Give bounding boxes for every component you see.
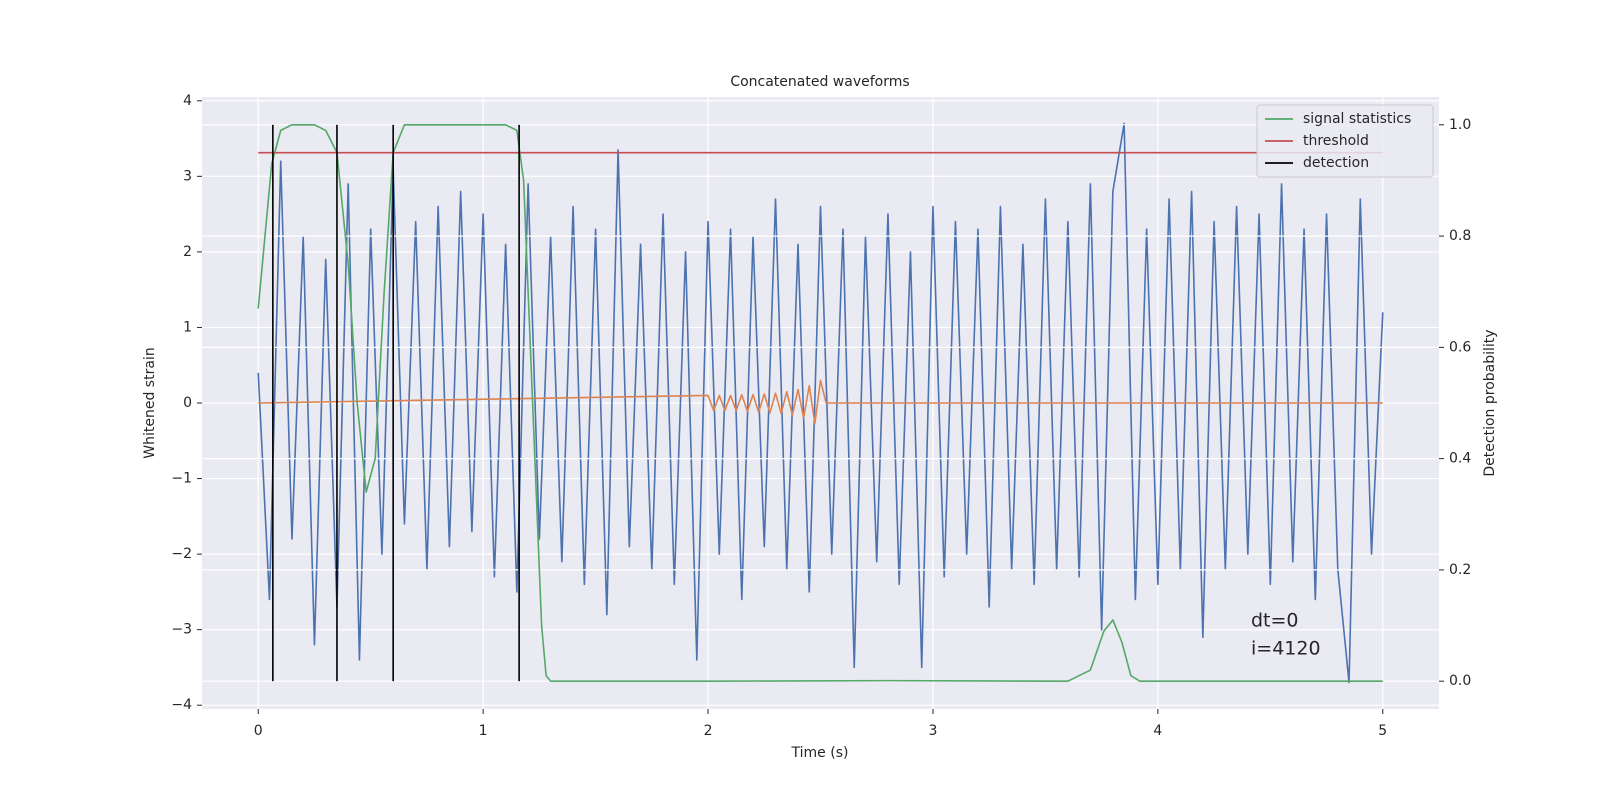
y2-tick-label: 0.2 [1449,562,1471,578]
series-line [258,379,1383,425]
y2-tick-label: 0.0 [1449,673,1471,689]
chart-title: Concatenated waveforms [730,74,909,90]
series-line [257,122,1384,684]
y-tick-label: −4 [171,697,192,713]
y-tick-label: 2 [183,244,192,260]
legend-label: detection [1303,155,1369,171]
x-axis-label: Time (s) [791,745,849,761]
labels: Concatenated waveforms Time (s) Whitened… [142,74,1498,761]
legend-box [1256,104,1434,178]
series-line [257,124,1383,682]
annotation: i=4120 [1251,638,1321,660]
legend-label: signal statistics [1303,111,1411,127]
y2-tick-label: 1.0 [1449,117,1471,133]
left-data [257,122,1384,684]
y-tick-label: 4 [183,93,192,109]
x-tick-label: 3 [928,723,937,739]
y-tick-label: −2 [171,546,192,562]
x-tick-label: 5 [1378,723,1387,739]
y2-tick-label: 0.8 [1449,228,1471,244]
grid-right [202,124,1439,682]
y-tick-label: 3 [183,168,192,184]
y2-tick-label: 0.6 [1449,339,1471,355]
y-tick-label: 1 [183,319,192,335]
y2-axis-label: Detection probability [1482,329,1498,476]
legend: signal statistics threshold detection [1256,104,1434,178]
y2-tick-label: 0.4 [1449,451,1471,467]
y-tick-label: −3 [171,622,192,638]
y-axis-label: Whitened strain [142,347,158,458]
annotation: dt=0 [1251,610,1299,632]
y-tick-label: −1 [171,471,192,487]
x-tick-label: 0 [254,723,263,739]
x-tick-label: 4 [1153,723,1162,739]
y-tick-label: 0 [183,395,192,411]
legend-label: threshold [1303,133,1369,149]
x-tick-label: 1 [479,723,488,739]
right-data [257,124,1383,682]
x-tick-label: 2 [704,723,713,739]
